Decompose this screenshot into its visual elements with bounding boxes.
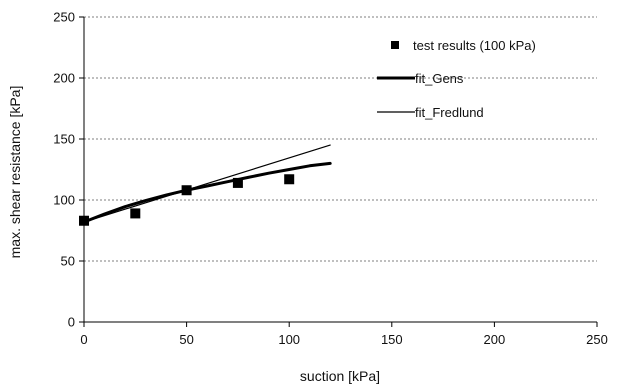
legend-label-fit-fredlund: fit_Fredlund — [415, 105, 484, 120]
data-point-test-results-1 — [130, 208, 141, 219]
y-tick-label-250: 250 — [53, 10, 75, 25]
y-tick-label-150: 150 — [53, 132, 75, 147]
y-tick-label-100: 100 — [53, 193, 75, 208]
axes — [79, 16, 598, 327]
x-axis-label: suction [kPa] — [300, 368, 380, 384]
legend-marker-test-results — [391, 41, 399, 49]
x-tick-label-0: 0 — [80, 332, 87, 347]
legend: test results (100 kPa) fit_Gens fit_Fred… — [377, 38, 536, 120]
y-tick-label-50: 50 — [61, 254, 75, 269]
x-tick-label-150: 150 — [381, 332, 403, 347]
x-tick-labels: 0 50 100 150 200 250 — [80, 332, 607, 347]
y-tick-label-200: 200 — [53, 71, 75, 86]
data-point-test-results-0 — [79, 215, 89, 226]
data-point-test-results-3 — [232, 177, 243, 188]
data-point-test-results-4 — [284, 174, 295, 185]
x-tick-label-250: 250 — [586, 332, 608, 347]
y-axis-label: max. shear resistance [kPa] — [7, 86, 23, 259]
gridlines — [84, 16, 597, 262]
legend-label-fit-gens: fit_Gens — [415, 71, 464, 86]
y-tick-labels: 0 50 100 150 200 250 — [53, 10, 75, 330]
series-line-fit-fredlund — [83, 144, 331, 223]
x-tick-label-50: 50 — [179, 332, 193, 347]
data-point-test-results-2 — [181, 185, 192, 196]
legend-label-test-results: test results (100 kPa) — [413, 38, 536, 53]
x-tick-label-100: 100 — [278, 332, 300, 347]
series-layer — [79, 144, 332, 226]
x-tick-label-200: 200 — [484, 332, 506, 347]
series-line-fit-gens — [82, 161, 332, 224]
y-tick-label-0: 0 — [68, 315, 75, 330]
